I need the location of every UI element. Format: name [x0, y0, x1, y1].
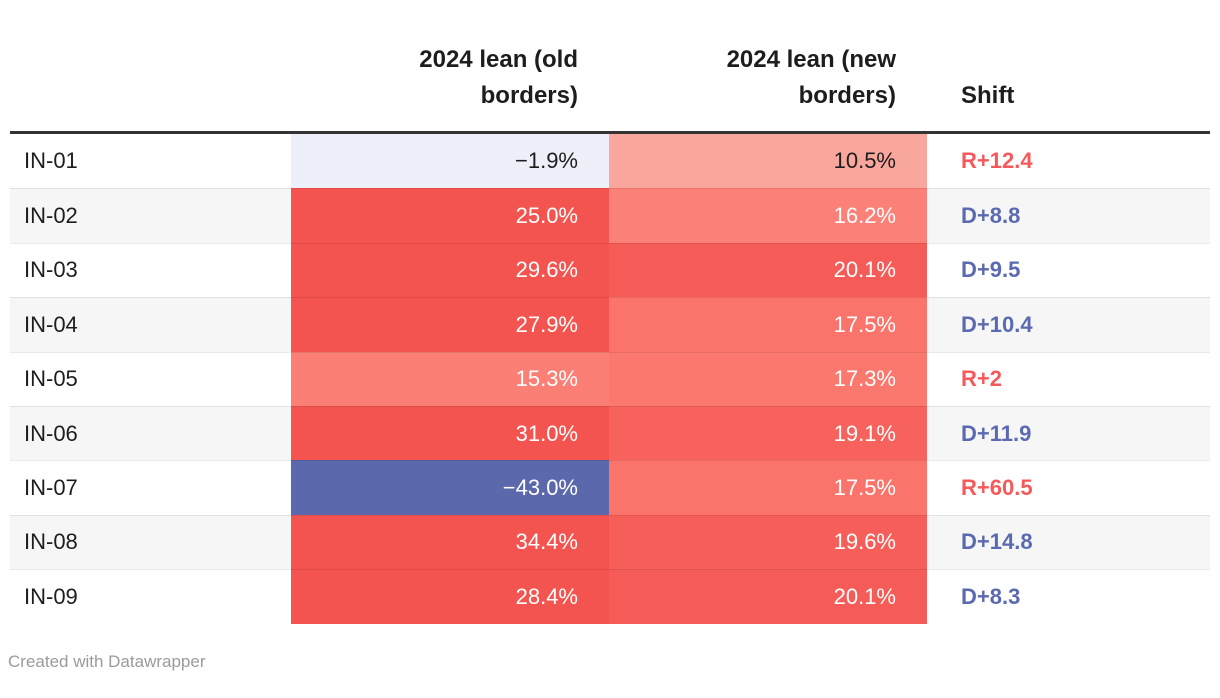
shift-cell: D+8.3	[927, 569, 1210, 623]
shift-cell: R+2	[927, 351, 1210, 406]
old-lean-cell: 31.0%	[291, 405, 609, 461]
header-old-borders: 2024 lean (old borders)	[419, 46, 578, 109]
old-lean-cell: 27.9%	[291, 297, 609, 352]
table-body: IN-01 −1.9% 10.5% R+12.4 IN-02 25.0% 16.…	[10, 134, 1210, 624]
new-lean-cell: 17.3%	[609, 351, 927, 406]
shift-cell: R+60.5	[927, 460, 1210, 514]
table-row: IN-04 27.9% 17.5% D+10.4	[10, 297, 1210, 352]
old-lean-cell: 15.3%	[291, 351, 609, 406]
table-row: IN-06 31.0% 19.1% D+11.9	[10, 405, 1210, 461]
new-lean-cell: 16.2%	[609, 188, 927, 243]
new-lean-cell: 20.1%	[609, 242, 927, 298]
new-lean-cell: 19.1%	[609, 405, 927, 461]
district-cell: IN-06	[10, 405, 291, 460]
shift-cell: D+14.8	[927, 514, 1210, 569]
old-lean-cell: 34.4%	[291, 514, 609, 570]
old-lean-cell: −43.0%	[291, 460, 609, 515]
shift-cell: D+11.9	[927, 405, 1210, 460]
new-lean-cell: 17.5%	[609, 297, 927, 352]
shift-cell: R+12.4	[961, 148, 1033, 174]
table-row: IN-08 34.4% 19.6% D+14.8	[10, 514, 1210, 570]
table-header-row: 2024 lean (old borders) 2024 lean (new b…	[10, 0, 1210, 134]
old-lean-cell: 25.0%	[291, 188, 609, 243]
table-row: IN-05 15.3% 17.3% R+2	[10, 351, 1210, 406]
shift-cell: D+9.5	[927, 242, 1210, 297]
district-cell: IN-07	[10, 460, 291, 514]
old-lean-cell: 29.6%	[291, 242, 609, 298]
shift-cell: D+10.4	[927, 297, 1210, 351]
district-cell: IN-01	[24, 148, 78, 174]
new-lean-cell: 10.5%	[609, 134, 927, 189]
table-row: IN-01 −1.9% 10.5% R+12.4	[10, 134, 1210, 189]
new-lean-cell: 17.5%	[609, 460, 927, 515]
table-row: IN-03 29.6% 20.1% D+9.5	[10, 242, 1210, 298]
datawrapper-credit: Created with Datawrapper	[8, 651, 206, 671]
district-cell: IN-05	[10, 351, 291, 406]
old-lean-cell: 28.4%	[291, 569, 609, 624]
lean-table: 2024 lean (old borders) 2024 lean (new b…	[10, 0, 1210, 624]
table-row: IN-09 28.4% 20.1% D+8.3	[10, 569, 1210, 624]
table-row: IN-07 −43.0% 17.5% R+60.5	[10, 460, 1210, 515]
district-cell: IN-09	[10, 569, 291, 623]
table-row: IN-02 25.0% 16.2% D+8.8	[10, 188, 1210, 243]
new-lean-cell: 19.6%	[609, 514, 927, 570]
district-cell: IN-04	[10, 297, 291, 351]
district-cell: IN-02	[10, 188, 291, 242]
header-shift: Shift	[961, 82, 1015, 109]
old-lean-cell: −1.9%	[291, 134, 609, 189]
district-cell: IN-03	[10, 242, 291, 297]
header-new-borders: 2024 lean (new borders)	[726, 46, 896, 109]
district-cell: IN-08	[10, 514, 291, 569]
shift-cell: D+8.8	[927, 188, 1210, 242]
new-lean-cell: 20.1%	[609, 569, 927, 624]
